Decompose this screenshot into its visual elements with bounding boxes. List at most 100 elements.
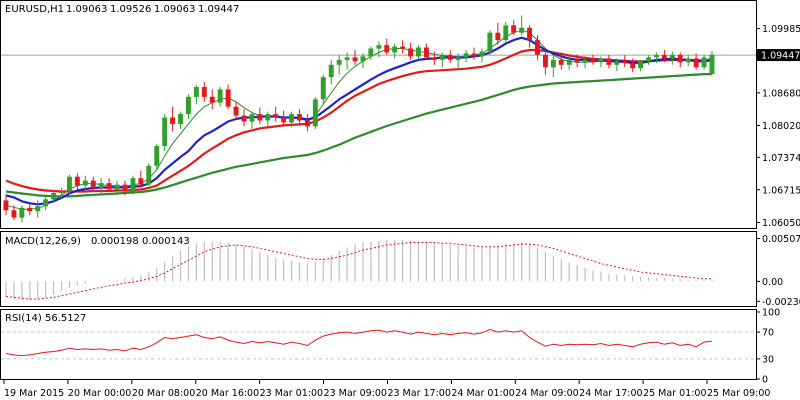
rsi-value: 56.5127 [45,313,86,324]
bull-candle [265,114,271,121]
macd-plot [5,239,713,300]
rsi-tick-label: 70 [762,328,774,339]
bull-candle [360,56,366,62]
bear-candle [693,58,699,68]
bear-candle [424,47,429,58]
bull-candle [582,59,588,63]
bull-candle [67,176,72,192]
bear-candle [27,207,33,212]
bear-candle [305,120,310,127]
bull-candle [51,193,56,200]
time-tick-label: 20 Mar 16:00 [196,388,259,399]
bear-candle [622,61,628,64]
macd-pane-frame [0,231,757,307]
bull-candle [130,178,136,192]
bear-candle [574,59,580,63]
rsi-axis: 100 70 30 0 [756,308,780,386]
quote-low: 1.09063 [154,4,195,15]
price-tick-label: 1.08680 [762,88,800,99]
macd-label: MACD(12,26,9) [5,236,81,247]
bull-candle [19,207,25,218]
bull-candle [186,96,191,115]
bull-candle [35,206,41,212]
bull-candle [550,59,556,68]
quote-close: 1.09447 [198,4,239,15]
rsi-tick-label: 30 [762,354,774,365]
bull-candle [503,25,509,41]
bull-candle [82,180,88,186]
macd-axis: 0.005074 0.00 -0.00236 [756,234,800,308]
time-tick-label: 19 Mar 2015 [4,388,64,399]
bull-candle [376,45,382,49]
rsi-plot [1,328,756,360]
price-axis: 1.09985 1.09447 1.08680 1.08020 1.07374 1.067… [756,24,800,229]
bear-candle [241,115,247,122]
macd-tick-label: 0.00 [762,277,783,288]
bear-candle [209,96,215,103]
bear-candle [535,40,540,55]
quote-high: 1.09526 [110,4,151,15]
ma-thin-line [5,29,713,210]
bull-candle [114,184,120,190]
bull-candle [646,57,651,62]
bear-candle [495,32,501,41]
bear-candle [170,117,175,124]
bear-candle [661,54,667,59]
bull-candle [98,183,104,188]
bear-candle [281,117,287,123]
bull-candle [320,77,326,100]
bear-candle [527,27,532,41]
bull-candle [654,54,659,58]
macd-signal-value: 0.000143 [142,236,190,247]
bear-candle [431,57,437,60]
bear-candle [408,48,413,57]
bear-candle [471,53,477,57]
bull-candle [455,57,461,60]
bull-candle [598,58,604,63]
bull-candle [312,99,318,127]
time-tick-label: 23 Mar 01:00 [260,388,323,399]
time-tick-label: 24 Mar 01:00 [451,388,514,399]
time-tick-label: 24 Mar 09:00 [515,388,578,399]
bull-candle [43,199,49,207]
price-tick-label: 1.06050 [762,218,800,229]
bear-candle [11,210,17,218]
bull-candle [685,58,691,63]
time-axis: 19 Mar 2015 20 Mar 00:00 20 Mar 08:00 20 Ma… [3,380,770,399]
time-tick-label: 24 Mar 17:00 [579,388,642,399]
price-plot [1,15,756,223]
bull-candle [289,114,294,123]
bull-candle [249,114,255,122]
bear-candle [138,178,144,185]
bull-candle [146,165,152,185]
bull-candle [519,27,525,33]
bull-candle [416,47,421,57]
bull-candle [336,59,342,65]
current-price-tag [757,49,800,62]
bear-candle [297,114,302,121]
main-pane-frame [0,0,757,229]
bull-candle [701,57,707,68]
rsi-line [5,328,713,357]
bull-candle [463,53,469,58]
bull-candle [59,191,64,193]
bear-candle [558,59,564,65]
bear-candle [201,87,207,97]
bear-candle [677,54,683,63]
price-tick-label: 1.09985 [762,24,800,35]
bear-candle [90,180,96,188]
bull-candle [178,114,183,124]
rsi-tick-label: 0 [762,375,768,386]
bear-candle [257,114,263,121]
bear-candle [233,106,239,116]
bear-candle [543,54,548,68]
symbol-label: EURUSD,H1 [5,4,64,15]
ma-slow-line [5,72,712,198]
bull-candle [344,57,350,60]
bull-candle [193,87,199,97]
bull-candle [487,32,493,52]
price-tick-label: 1.07374 [762,153,800,164]
time-tick-label: 25 Mar 09:00 [707,388,770,399]
bear-candle [352,57,358,62]
bull-candle [709,54,715,75]
